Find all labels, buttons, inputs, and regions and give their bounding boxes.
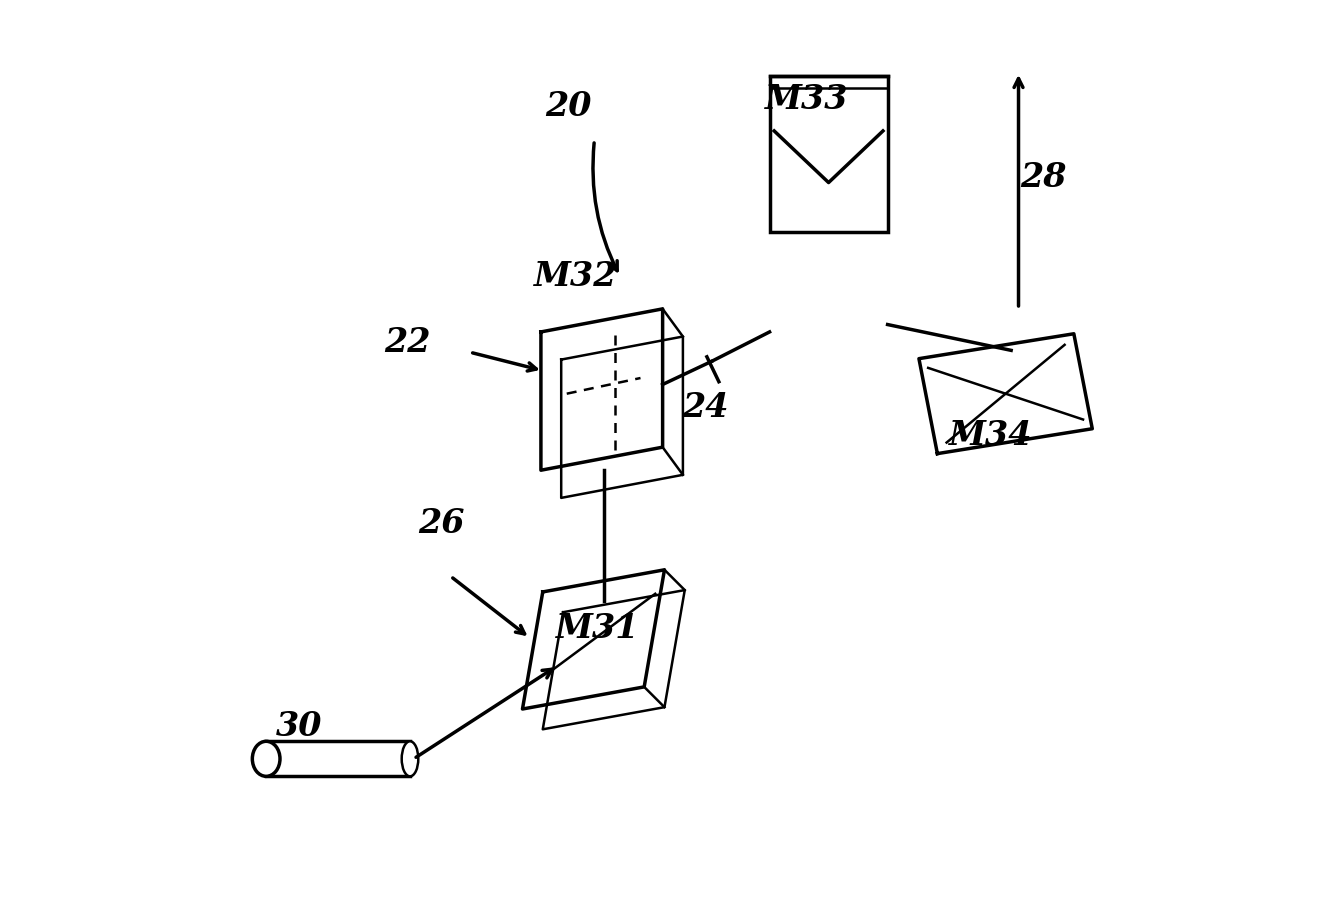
Text: 24: 24 — [682, 391, 728, 424]
Text: 20: 20 — [545, 89, 592, 123]
Ellipse shape — [402, 741, 418, 776]
Polygon shape — [267, 741, 410, 776]
Text: 30: 30 — [276, 710, 323, 743]
Polygon shape — [541, 309, 662, 470]
Text: M31: M31 — [556, 612, 639, 645]
Text: 26: 26 — [418, 507, 465, 540]
Text: 28: 28 — [1020, 160, 1067, 194]
Text: M32: M32 — [535, 260, 618, 293]
Text: M33: M33 — [765, 83, 848, 116]
Ellipse shape — [252, 741, 280, 776]
Polygon shape — [919, 334, 1092, 454]
Text: M34: M34 — [949, 419, 1033, 452]
Bar — [769, 76, 887, 232]
Polygon shape — [523, 570, 665, 709]
Text: 22: 22 — [385, 326, 430, 360]
